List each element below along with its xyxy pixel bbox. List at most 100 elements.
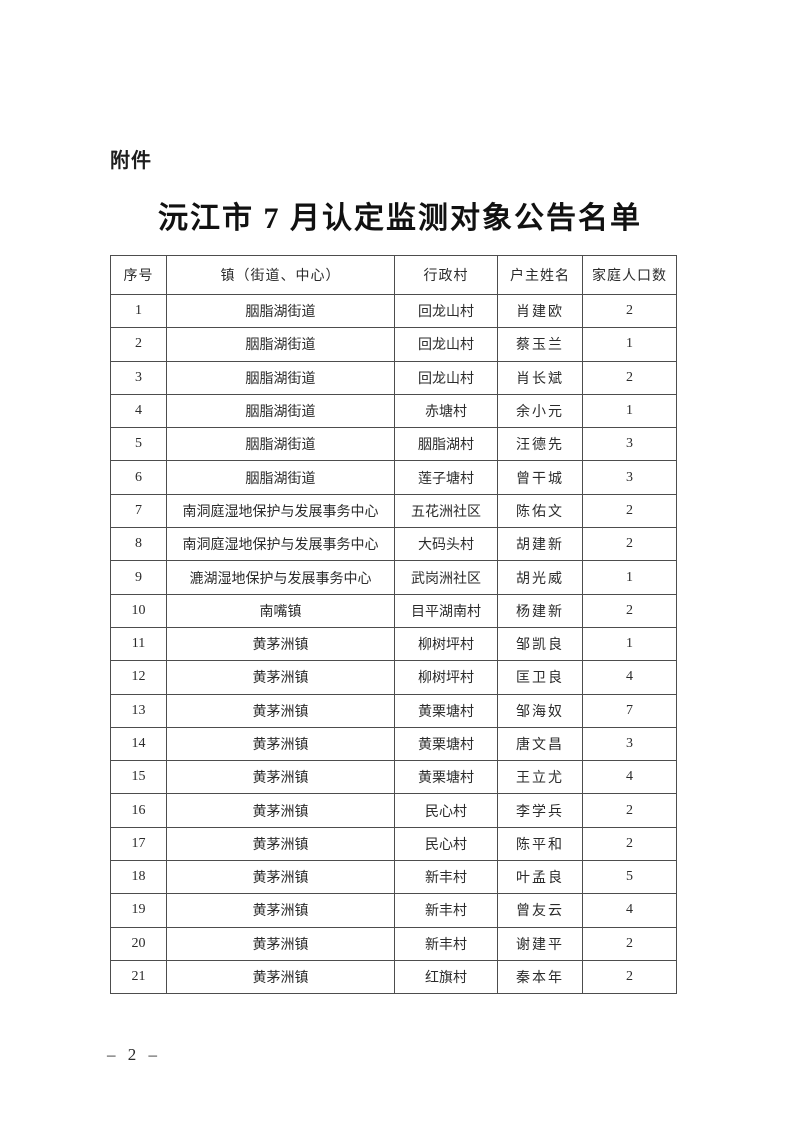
table-cell: 赤塘村 xyxy=(394,393,498,429)
table-cell: 秦本年 xyxy=(497,959,583,995)
table-cell: 大码头村 xyxy=(394,527,498,562)
table-cell: 胭脂湖街道 xyxy=(166,293,395,329)
table-cell: 黄茅洲镇 xyxy=(166,959,395,995)
page-title: 沅江市 7 月认定监测对象公告名单 xyxy=(158,202,642,235)
table-cell: 黄茅洲镇 xyxy=(166,893,395,928)
table-cell: 3 xyxy=(582,460,677,495)
table-row: 4 胭脂湖街道 赤塘村 余小元 1 xyxy=(110,393,677,429)
table-row: 3 胭脂湖街道 回龙山村 肖长斌 2 xyxy=(110,360,677,395)
table-cell: 黄茅洲镇 xyxy=(166,660,395,695)
table-cell: 黄栗塘村 xyxy=(394,760,498,795)
table-cell: 肖建欧 xyxy=(497,293,583,329)
table-row: 16 黄茅洲镇 民心村 李学兵 2 xyxy=(110,793,677,828)
table-cell: 胡建新 xyxy=(497,527,583,562)
table-cell: 3 xyxy=(582,726,677,762)
table-cell: 民心村 xyxy=(394,793,498,828)
table-cell: 3 xyxy=(110,360,167,395)
table-body: 1 胭脂湖街道 回龙山村 肖建欧 2 2 胭脂湖街道 回龙山村 蔡玉兰 1 3 胭脂湖街道 回龙山村 肖长… xyxy=(110,293,677,995)
table-cell: 2 xyxy=(582,360,677,395)
table-cell: 南洞庭湿地保护与发展事务中心 xyxy=(166,493,395,529)
column-header: 户主姓名 xyxy=(497,255,583,295)
table-cell: 2 xyxy=(582,959,677,995)
table-cell: 黄茅洲镇 xyxy=(166,760,395,795)
table-cell: 黄茅洲镇 xyxy=(166,626,395,662)
table-cell: 10 xyxy=(110,593,167,628)
table-cell: 蔡玉兰 xyxy=(497,327,583,362)
column-header: 序号 xyxy=(110,255,167,295)
table-cell: 1 xyxy=(582,626,677,662)
table-cell: 邹海奴 xyxy=(497,693,583,728)
table-cell: 4 xyxy=(582,760,677,795)
table-cell: 胡光威 xyxy=(497,560,583,595)
table-cell: 2 xyxy=(582,293,677,329)
table-cell: 1 xyxy=(110,293,167,329)
table-cell: 4 xyxy=(582,660,677,695)
table-cell: 柳树坪村 xyxy=(394,660,498,695)
column-header: 镇（街道、中心） xyxy=(166,255,395,295)
table-cell: 南嘴镇 xyxy=(166,593,395,628)
table-row: 1 胭脂湖街道 回龙山村 肖建欧 2 xyxy=(110,293,677,329)
table-row: 12 黄茅洲镇 柳树坪村 匡卫良 4 xyxy=(110,660,677,695)
table-cell: 2 xyxy=(582,826,677,862)
table-cell: 20 xyxy=(110,926,167,961)
table-cell: 胭脂湖村 xyxy=(394,427,498,462)
table-cell: 五花洲社区 xyxy=(394,493,498,529)
table-row: 14 黄茅洲镇 黄栗塘村 唐文昌 3 xyxy=(110,726,677,762)
table-cell: 叶孟良 xyxy=(497,860,583,895)
table-cell: 1 xyxy=(582,393,677,429)
table-head: 序号 镇（街道、中心） 行政村 户主姓名 家庭人口数 xyxy=(110,255,677,295)
table-cell: 杨建新 xyxy=(497,593,583,628)
table-row: 6 胭脂湖街道 莲子塘村 曾干城 3 xyxy=(110,460,677,495)
table-cell: 2 xyxy=(582,527,677,562)
table-cell: 胭脂湖街道 xyxy=(166,360,395,395)
table-row: 17 黄茅洲镇 民心村 陈平和 2 xyxy=(110,826,677,862)
table-row: 5 胭脂湖街道 胭脂湖村 汪德先 3 xyxy=(110,427,677,462)
column-header: 家庭人口数 xyxy=(582,255,677,295)
table-row: 15 黄茅洲镇 黄栗塘村 王立尤 4 xyxy=(110,760,677,795)
table-cell: 胭脂湖街道 xyxy=(166,327,395,362)
table-cell: 陈佑文 xyxy=(497,493,583,529)
table-cell: 2 xyxy=(582,926,677,961)
table-cell: 胭脂湖街道 xyxy=(166,427,395,462)
table-row: 8 南洞庭湿地保护与发展事务中心 大码头村 胡建新 2 xyxy=(110,527,677,562)
table-cell: 5 xyxy=(582,860,677,895)
table-cell: 黄茅洲镇 xyxy=(166,860,395,895)
table-cell: 21 xyxy=(110,959,167,995)
table-cell: 回龙山村 xyxy=(394,293,498,329)
table-cell: 唐文昌 xyxy=(497,726,583,762)
attachment-label: 附件 xyxy=(110,150,152,172)
table-cell: 黄栗塘村 xyxy=(394,693,498,728)
table-cell: 汪德先 xyxy=(497,427,583,462)
table-cell: 7 xyxy=(110,493,167,529)
table-cell: 2 xyxy=(110,327,167,362)
table-row: 2 胭脂湖街道 回龙山村 蔡玉兰 1 xyxy=(110,327,677,362)
table-row: 19 黄茅洲镇 新丰村 曾友云 4 xyxy=(110,893,677,928)
table-cell: 匡卫良 xyxy=(497,660,583,695)
table-cell: 1 xyxy=(582,560,677,595)
table-cell: 邹凯良 xyxy=(497,626,583,662)
table-cell: 曾友云 xyxy=(497,893,583,928)
table-cell: 黄茅洲镇 xyxy=(166,726,395,762)
table-cell: 武岗洲社区 xyxy=(394,560,498,595)
table-cell: 黄茅洲镇 xyxy=(166,793,395,828)
table-cell: 3 xyxy=(582,427,677,462)
table-cell: 新丰村 xyxy=(394,893,498,928)
table-cell: 胭脂湖街道 xyxy=(166,460,395,495)
table-cell: 民心村 xyxy=(394,826,498,862)
table-cell: 黄栗塘村 xyxy=(394,726,498,762)
table-cell: 胭脂湖街道 xyxy=(166,393,395,429)
table-cell: 17 xyxy=(110,826,167,862)
table-cell: 回龙山村 xyxy=(394,327,498,362)
table-row: 20 黄茅洲镇 新丰村 谢建平 2 xyxy=(110,926,677,961)
table-cell: 6 xyxy=(110,460,167,495)
page-number: – 2 – xyxy=(107,1045,161,1064)
table-cell: 14 xyxy=(110,726,167,762)
table-cell: 漉湖湿地保护与发展事务中心 xyxy=(166,560,395,595)
table-row: 18 黄茅洲镇 新丰村 叶孟良 5 xyxy=(110,860,677,895)
table-cell: 15 xyxy=(110,760,167,795)
table-row: 21 黄茅洲镇 红旗村 秦本年 2 xyxy=(110,959,677,995)
table-cell: 19 xyxy=(110,893,167,928)
table-cell: 11 xyxy=(110,626,167,662)
table-cell: 1 xyxy=(582,327,677,362)
